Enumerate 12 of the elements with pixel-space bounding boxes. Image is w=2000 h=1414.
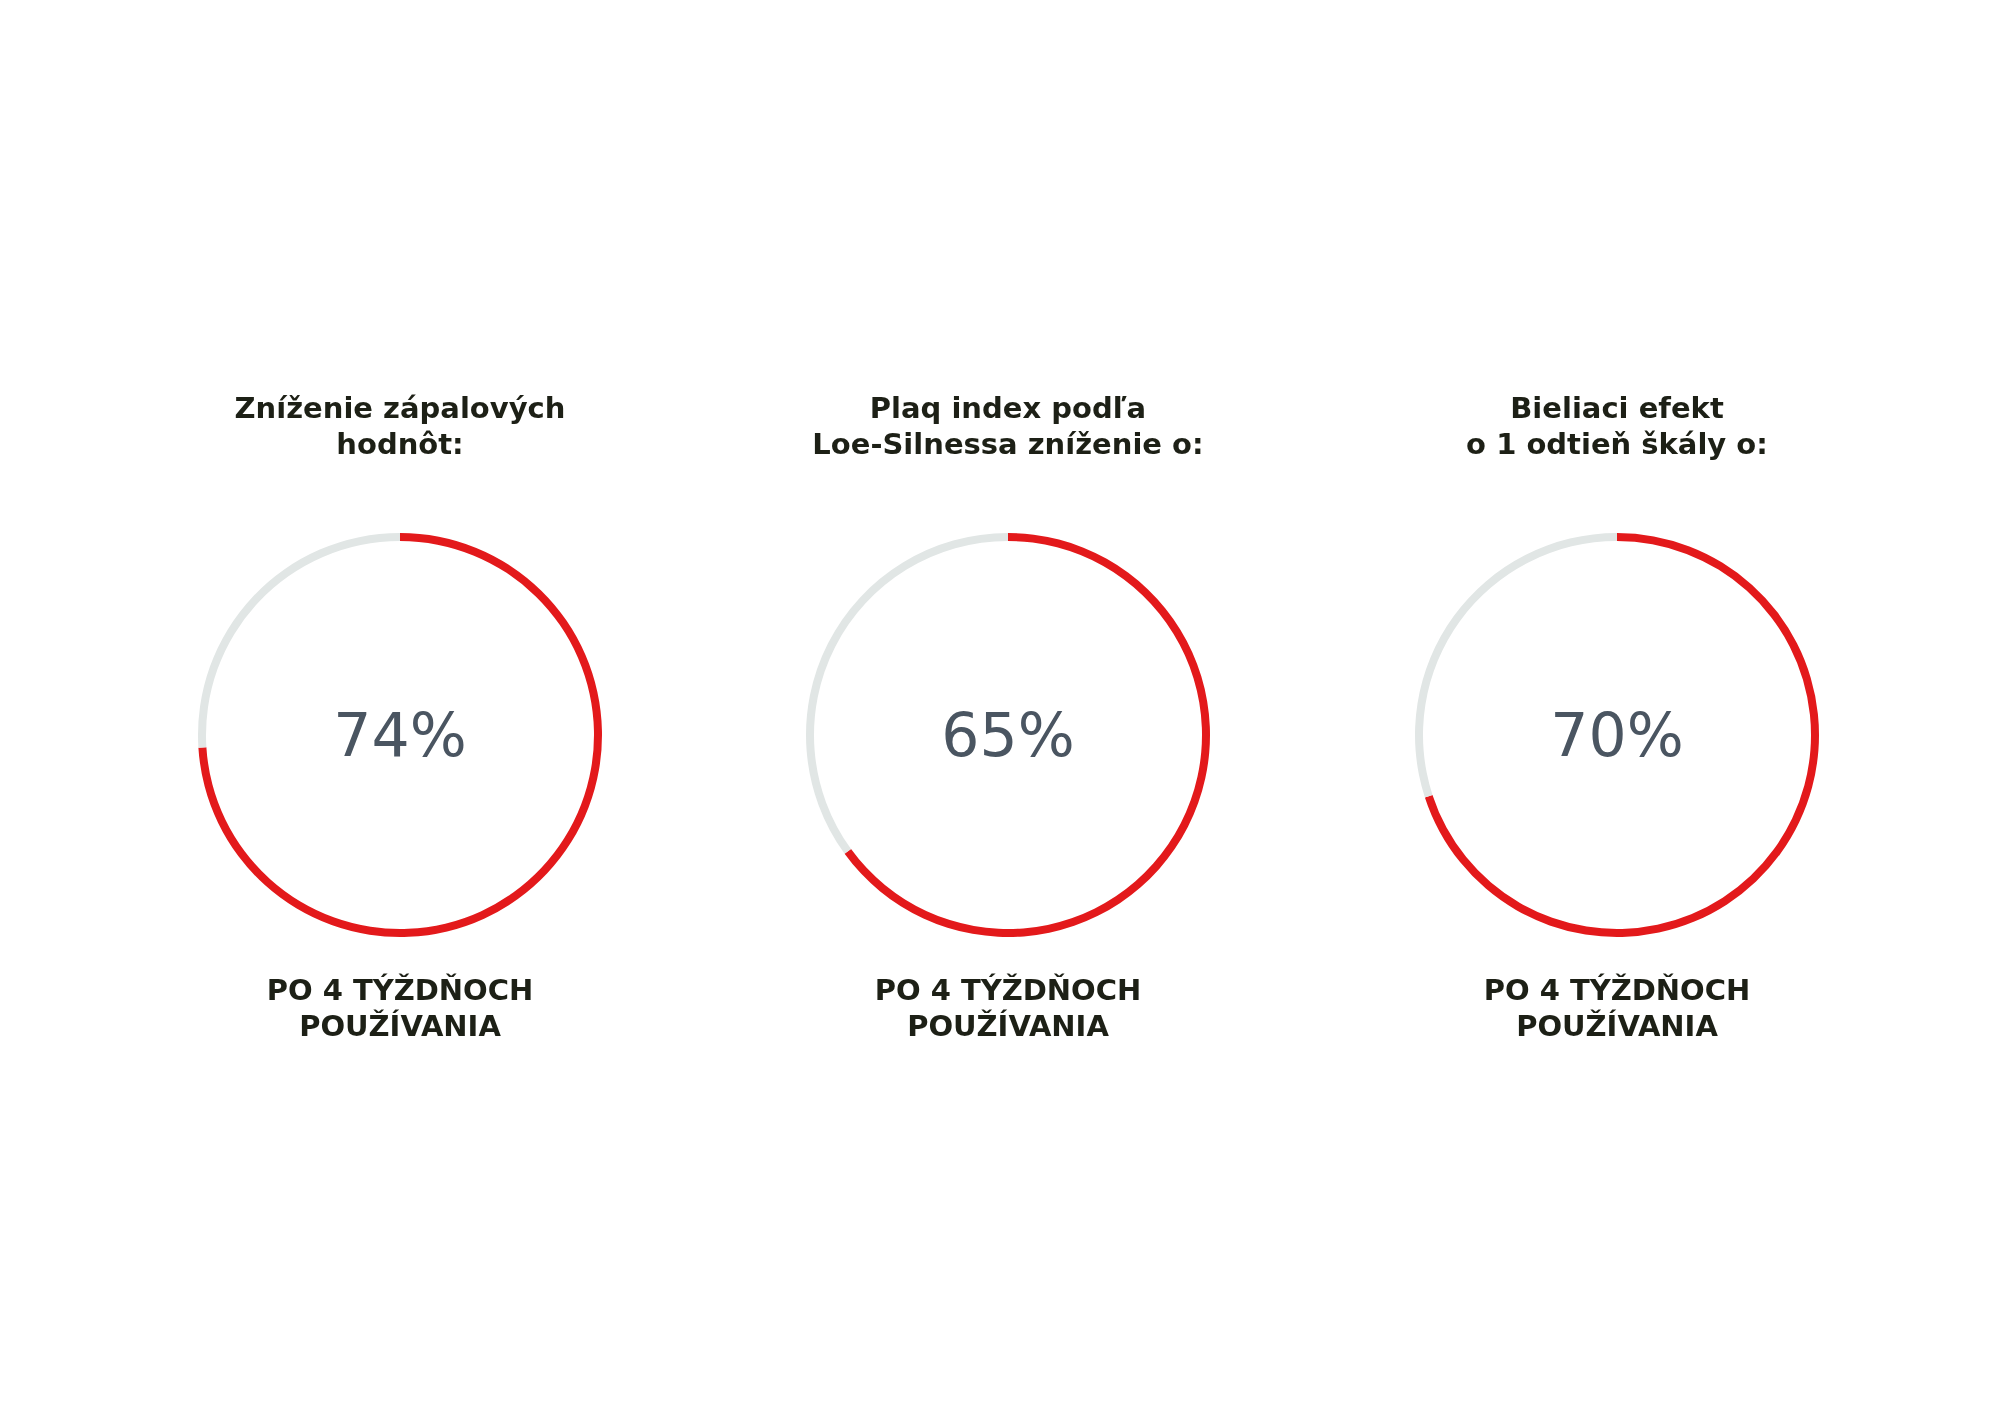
text: PO 4 TÝŽDŇOCH POUŽÍVANIA [266,973,534,1043]
data-label: 65% [941,700,1075,770]
donut-slice [844,533,1210,937]
chart-title: Bieliaci efekt o 1 odtieň škály o: [1466,391,1768,461]
donut-slice [198,533,602,937]
donut-slice [1424,533,1819,937]
text: PO 4 TÝŽDŇOCH POUŽÍVANIA [874,973,1142,1043]
data-label: 74% [333,700,467,770]
chart-title: Plaq index podľa Loe-Silnessa zníženie o: [812,391,1204,461]
data-label: 70% [1550,700,1684,770]
chart-title: Zníženie zápalových hodnôt: [234,391,566,461]
text: PO 4 TÝŽDŇOCH POUŽÍVANIA [1483,973,1751,1043]
